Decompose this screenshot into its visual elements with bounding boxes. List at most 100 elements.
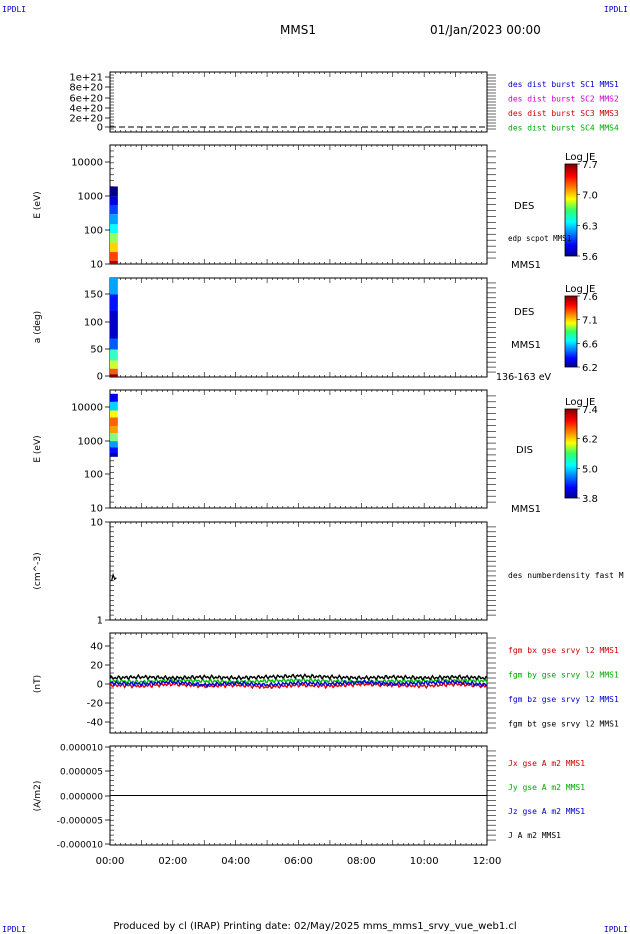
legend-p7-item: J A m2 MMS1 xyxy=(508,831,561,840)
colorbar-label: 7.6 xyxy=(582,292,598,303)
colorbar-label: 7.0 xyxy=(582,191,598,202)
des-pitch-cell xyxy=(110,368,118,375)
x-tick-label: 02:00 xyxy=(158,856,187,867)
dis-energy-cell xyxy=(110,426,118,434)
y-tick-label: -40 xyxy=(87,718,103,729)
colorbar-label: 5.0 xyxy=(582,464,598,475)
y-tick-label: 10 xyxy=(90,260,103,271)
y-tick-label: 10 xyxy=(90,518,103,529)
x-tick-label: 10:00 xyxy=(410,856,439,867)
dis-energy-cell xyxy=(110,410,118,418)
colorbar-title: Log JE xyxy=(565,284,595,295)
panel-frame-3 xyxy=(109,277,488,378)
footer-text: Produced by cl (IRAP) Printing date: 02/… xyxy=(113,921,516,932)
colorbar-3 xyxy=(564,408,578,499)
x-tick-label: 08:00 xyxy=(347,856,376,867)
legend-p6-item: fgm bx gse srvy l2 MMS1 xyxy=(508,646,619,655)
p3-label-sc: MMS1 xyxy=(511,340,541,351)
des-energy-cell xyxy=(110,233,118,243)
des-energy-cell xyxy=(110,242,118,253)
y-tick-label: 0 xyxy=(97,372,103,383)
colorbar-label: 6.2 xyxy=(582,435,598,446)
des-energy-cell xyxy=(110,186,118,197)
des-energy-cell xyxy=(110,224,118,234)
y-tick-label: 10000 xyxy=(71,403,103,414)
colorbar-label: 6.6 xyxy=(582,339,598,350)
corner-label-bl: IPDLI xyxy=(2,925,26,934)
colorbar-label: 3.8 xyxy=(582,494,598,505)
p2-label-scpot: edp scpot MMS1 xyxy=(508,234,571,243)
legend-p6-item: fgm by gse srvy l2 MMS1 xyxy=(508,671,619,680)
y-tick-label: 6e+20 xyxy=(69,94,103,105)
ylabel-p3: a (deg) xyxy=(33,311,43,343)
bfield-series xyxy=(109,673,488,690)
legend-p1-item: des dist burst SC4 MMS4 xyxy=(508,124,619,133)
y-tick-label: 2e+20 xyxy=(69,114,103,125)
y-tick-label: 0.000005 xyxy=(60,768,103,778)
y-tick-label: 1 xyxy=(97,616,103,627)
y-tick-label: 0.000000 xyxy=(60,793,103,803)
x-tick-labels: 00:00 02:00 04:00 06:00 08:00 10:00 12:00 xyxy=(96,856,502,867)
y-tick-label: 1e+21 xyxy=(69,73,103,84)
y-tick-label: 100 xyxy=(84,318,103,329)
y-tick-label: 1000 xyxy=(78,437,103,448)
colorbar-title: Log JE xyxy=(565,397,595,408)
y-tick-label: 4e+20 xyxy=(69,104,103,115)
legend-p7-item: Jy gse A m2 MMS1 xyxy=(508,783,585,792)
des-pitch-cell xyxy=(110,278,118,295)
colorbar-label: 5.6 xyxy=(582,252,598,263)
y-tick-label: -0.000005 xyxy=(57,817,103,827)
legend-p1-item: des dist burst SC2 MMS2 xyxy=(508,95,619,104)
bfield-line-2 xyxy=(109,679,488,688)
des-energy-cell xyxy=(110,196,118,206)
colorbar-1 xyxy=(564,163,578,257)
p2-label-species: DES xyxy=(514,201,534,212)
y-tick-label: 40 xyxy=(90,642,103,653)
dis-energy-cell xyxy=(110,441,118,448)
dis-energy-cell xyxy=(110,417,118,427)
legend-p5-item: des numberdensity fast M xyxy=(508,571,624,580)
y-tick-label: 150 xyxy=(84,290,103,301)
legend-p7-item: Jx gse A m2 MMS1 xyxy=(508,759,585,768)
y-tick-label: 0.000010 xyxy=(60,744,103,754)
dis-energy-cell xyxy=(110,453,118,457)
legend-p6-item: fgm bt gse srvy l2 MMS1 xyxy=(508,720,619,729)
legends: des dist burst SC1 MMS1 des dist burst SC… xyxy=(496,80,624,840)
spectrogram-data xyxy=(110,186,118,457)
dis-energy-cell xyxy=(110,433,118,442)
corner-label-br: IPDLI xyxy=(604,925,628,934)
colorbar-label: 6.2 xyxy=(582,363,598,374)
axis-ticks xyxy=(105,72,496,845)
des-energy-cell xyxy=(110,205,118,215)
des-pitch-cell xyxy=(110,374,118,377)
colorbar-title: Log JE xyxy=(565,152,595,163)
legend-p1-item: des dist burst SC3 MMS3 xyxy=(508,109,619,118)
des-pitch-cell xyxy=(110,360,118,369)
colorbar-label: 7.7 xyxy=(582,160,598,171)
corner-label-tr: IPDLI xyxy=(604,5,628,14)
p3-label-species: DES xyxy=(514,307,534,318)
des-pitch-cell xyxy=(110,327,118,339)
ylabel-p4: E (eV) xyxy=(33,435,43,462)
des-energy-cell xyxy=(110,252,118,261)
x-tick-label: 04:00 xyxy=(221,856,250,867)
y-tick-label: 100 xyxy=(84,470,103,481)
des-pitch-cell xyxy=(110,338,118,350)
legend-p7-item: Jz gse A m2 MMS1 xyxy=(508,807,585,816)
y-tick-label: 100 xyxy=(84,226,103,237)
panel-frame-1 xyxy=(109,71,488,133)
p2-label-sc: MMS1 xyxy=(511,260,541,271)
y-tick-labels: 1e+218e+206e+204e+202e+20010000100010010… xyxy=(57,73,103,851)
dis-energy-cell xyxy=(110,447,118,454)
y-tick-label: 10 xyxy=(90,504,103,515)
y-tick-label: 0 xyxy=(97,680,103,691)
x-tick-label: 00:00 xyxy=(96,856,125,867)
colorbar-label: 7.1 xyxy=(582,316,598,327)
dis-energy-cell xyxy=(110,401,118,411)
bfield-line-1 xyxy=(109,676,488,685)
y-tick-label: -20 xyxy=(87,699,103,710)
y-tick-label: 1000 xyxy=(78,192,103,203)
colorbar-label: 7.4 xyxy=(582,405,598,416)
y-tick-label: 8e+20 xyxy=(69,83,103,94)
